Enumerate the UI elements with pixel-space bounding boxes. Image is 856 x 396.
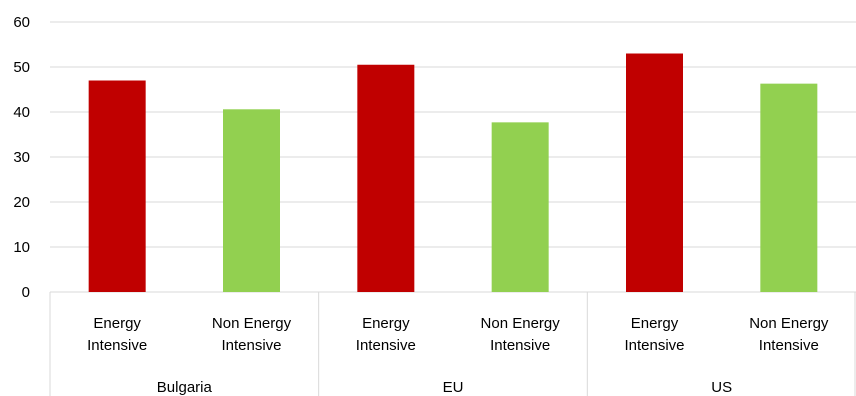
y-tick-label: 60 (13, 14, 30, 31)
x-tick-label: Intensive (759, 337, 819, 354)
bar (223, 109, 280, 292)
x-tick-label: Energy (93, 315, 141, 332)
gridlines (50, 21, 856, 293)
y-tick-label: 50 (13, 59, 30, 76)
bar (760, 83, 818, 293)
y-tick-label: 0 (22, 284, 30, 301)
y-tick-label: 30 (13, 149, 30, 166)
x-tick-label: Intensive (490, 337, 550, 354)
bar (357, 64, 415, 292)
x-tick-label: Non Energy (212, 315, 292, 332)
x-axis-categories: Energy Intensive Non Energy Intensive Bulgar… (49, 292, 856, 396)
y-tick-label: 20 (13, 194, 30, 211)
group-label: US (711, 379, 732, 396)
x-tick-label: Non Energy (481, 315, 561, 332)
y-tick-label: 10 (13, 239, 30, 256)
bars (88, 53, 818, 293)
bar (491, 122, 549, 292)
bar (88, 80, 146, 292)
group-label: Bulgaria (157, 379, 213, 396)
x-tick-label: Intensive (87, 337, 147, 354)
x-tick-label: Intensive (221, 337, 281, 354)
x-tick-label: Intensive (356, 337, 416, 354)
x-tick-label: Intensive (624, 337, 684, 354)
y-axis-ticks: 0 10 20 30 40 50 60 (13, 14, 30, 301)
x-tick-label: Energy (631, 315, 679, 332)
group-label: EU (443, 379, 464, 396)
y-tick-label: 40 (13, 104, 30, 121)
bar (626, 53, 683, 292)
x-tick-label: Non Energy (749, 315, 829, 332)
x-tick-label: Energy (362, 315, 410, 332)
